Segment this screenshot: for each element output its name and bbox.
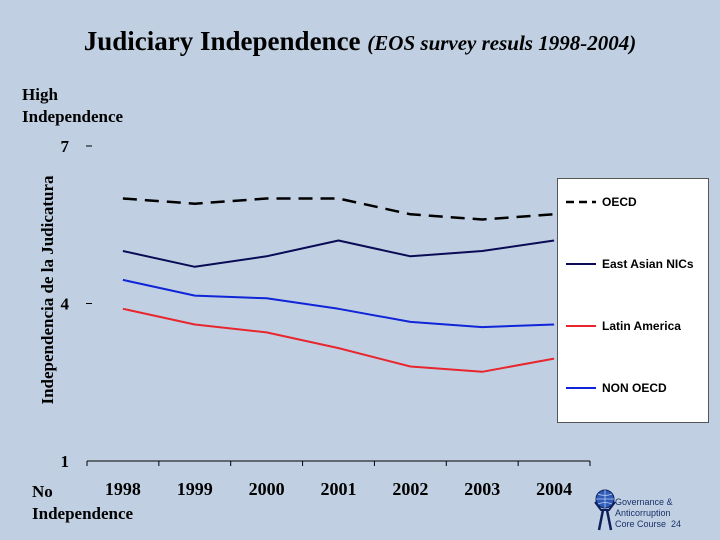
legend-item-east-asian-nics: East Asian NICs — [566, 257, 694, 271]
chart-tick-labels: 1 4 7 1998 1999 2000 2001 2002 2003 2004 — [61, 137, 573, 499]
chart-legend: OECD East Asian NICs Latin America NON OECD — [557, 178, 709, 423]
series-line-east-asian-nics — [122, 239, 555, 268]
legend-label-non-oecd: NON OECD — [602, 381, 667, 395]
x-tick-label: 2003 — [464, 479, 500, 499]
y-tick-label: 4 — [61, 295, 70, 314]
page-number: 24 — [671, 519, 682, 529]
legend-item-non-oecd: NON OECD — [566, 381, 667, 395]
x-tick-label: 2000 — [249, 479, 285, 499]
footer-line2: Anticorruption — [615, 508, 671, 518]
legend-label-oecd: OECD — [602, 195, 637, 209]
series-line-non-oecd — [122, 278, 555, 329]
series-line-latin-america — [122, 307, 555, 373]
title-main: Judiciary Independence — [83, 26, 361, 56]
high-label-line1: High — [22, 85, 58, 104]
x-tick-label: 1999 — [177, 479, 213, 499]
no-label-line1: No — [32, 482, 53, 501]
x-tick-label: 2001 — [321, 479, 357, 499]
y-tick-label: 1 — [61, 452, 70, 471]
x-tick-label: 1998 — [105, 479, 141, 499]
x-tick-label: 2002 — [392, 479, 428, 499]
title-subtitle: (EOS survey resuls 1998-2004) — [367, 31, 637, 55]
legend-swatch-oecd — [566, 200, 596, 204]
high-independence-label: High Independence — [22, 84, 123, 128]
chart-axes — [86, 145, 591, 466]
globe-person-logo-icon — [594, 489, 616, 531]
legend-item-latin-america: Latin America — [566, 319, 681, 333]
legend-item-oecd: OECD — [566, 195, 637, 209]
footer-line3: Core Course — [615, 519, 667, 529]
footer-line1: Governance & — [615, 497, 673, 507]
no-label-line2: Independence — [32, 504, 134, 523]
high-label-line2: Independence — [22, 107, 124, 126]
chart-series — [122, 197, 555, 373]
course-footer: Governance & Anticorruption Core Course … — [615, 497, 681, 530]
no-independence-label: No Independence — [32, 481, 133, 525]
legend-label-east-asian-nics: East Asian NICs — [602, 257, 694, 271]
legend-swatch-east-asian-nics — [566, 263, 596, 265]
series-line-oecd — [122, 197, 555, 221]
y-tick-label: 7 — [61, 137, 70, 156]
x-tick-label: 2004 — [536, 479, 572, 499]
slide-title: Judiciary Independence (EOS survey resul… — [0, 26, 720, 57]
legend-swatch-latin-america — [566, 325, 596, 327]
legend-label-latin-america: Latin America — [602, 319, 681, 333]
legend-swatch-non-oecd — [566, 387, 596, 389]
